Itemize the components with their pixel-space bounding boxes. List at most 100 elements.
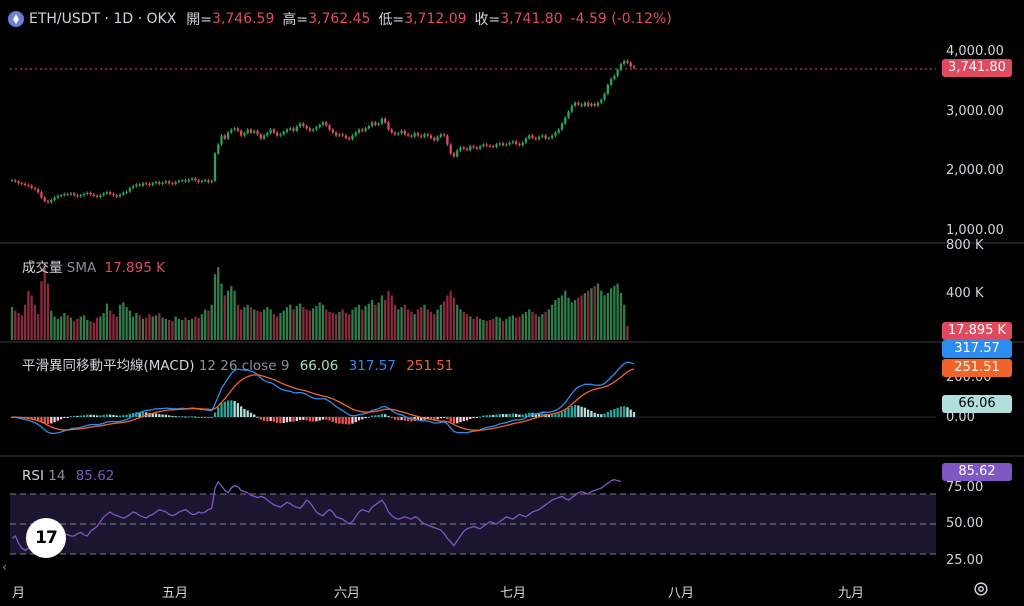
candle [233, 128, 236, 130]
macd-histogram-bar [606, 411, 609, 417]
volume-bar [472, 318, 475, 340]
macd-histogram-bar [167, 415, 171, 417]
macd-histogram-bar [82, 415, 86, 417]
macd-histogram-bar [109, 414, 112, 417]
volume-bar [128, 310, 131, 340]
candle [23, 183, 27, 186]
tradingview-logo-icon[interactable]: 17 [26, 518, 66, 558]
macd-histogram-bar [217, 407, 220, 417]
macd-pane-label[interactable]: 平滑異同移動平均線(MACD) 12 26 close 9 66.06 317.… [22, 354, 453, 374]
macd-histogram-bar [593, 412, 596, 417]
macd-histogram-bar [122, 415, 125, 417]
volume-bar [246, 304, 249, 340]
candle [387, 122, 390, 130]
macd-histogram-bar [43, 417, 46, 424]
candle [276, 132, 279, 136]
macd-histogram-bar [66, 417, 69, 418]
volume-bar [537, 316, 541, 340]
volume-bar [145, 317, 148, 340]
volume-bar [439, 304, 442, 340]
candle [246, 129, 249, 134]
macd-histogram-bar [118, 415, 122, 417]
volume-bar [600, 290, 603, 340]
macd-histogram-bar [619, 406, 623, 417]
candle [174, 182, 177, 184]
candle [505, 144, 508, 146]
macd-histogram-bar [498, 413, 501, 417]
macd-histogram-bar [315, 417, 318, 422]
volume-bar [46, 283, 50, 340]
macd-histogram-bar [348, 417, 351, 425]
candle [253, 130, 256, 133]
volume-bar [570, 302, 573, 340]
macd-histogram-bar [436, 417, 439, 420]
volume-bar [387, 290, 390, 340]
volume-bar [233, 290, 236, 340]
macd-histogram-bar [138, 412, 141, 417]
macd-histogram-bar [590, 410, 593, 417]
volume-bar [547, 309, 551, 340]
macd-histogram-bar [266, 417, 269, 422]
macd-histogram-bar [236, 403, 240, 417]
volume-bar [534, 314, 537, 340]
scroll-left-icon[interactable]: ‹ [2, 560, 7, 574]
candle [315, 127, 318, 130]
macd-histogram-bar [63, 417, 66, 418]
candle [289, 128, 292, 130]
volume-bar [148, 314, 151, 340]
candle [109, 192, 112, 195]
volume-bar [606, 293, 609, 340]
macd-histogram-bar [279, 417, 282, 424]
macd-histogram-bar [125, 414, 128, 417]
candle [131, 186, 135, 189]
macd-histogram-bar [318, 417, 321, 421]
macd-histogram-bar [141, 412, 145, 417]
rsi-pane-label[interactable]: RSI 14 85.62 [22, 468, 114, 484]
volume-bar [596, 283, 600, 340]
candle [295, 126, 298, 131]
x-axis-label: 七月 [500, 586, 527, 601]
candle [420, 135, 423, 137]
candle [619, 63, 623, 70]
macd-histogram-bar [446, 417, 449, 420]
macd-histogram-bar [207, 417, 210, 419]
candle [213, 153, 217, 181]
volume-bar [282, 310, 285, 340]
candle [204, 180, 207, 182]
volume-bar [135, 312, 138, 340]
volume-bar [23, 304, 27, 340]
macd-histogram-bar [50, 417, 53, 424]
candle [20, 183, 23, 185]
volume-bar [174, 316, 177, 340]
candle [102, 193, 105, 196]
macd-histogram-bar [56, 417, 59, 421]
macd-histogram-bar [587, 409, 590, 417]
candle [446, 135, 449, 145]
macd-histogram-bar [40, 417, 43, 423]
candle [325, 122, 328, 126]
rsi-tick: 25.00 [946, 553, 984, 568]
settings-gear-icon[interactable] [972, 580, 990, 598]
candle [374, 122, 377, 125]
candle [626, 60, 629, 63]
volume-bar [380, 295, 384, 340]
low-label: 低= [378, 12, 405, 28]
candle [590, 103, 593, 106]
volume-bar [30, 295, 33, 340]
volume-bar [446, 295, 449, 340]
volume-bar [348, 314, 351, 340]
volume-bar [528, 309, 531, 340]
symbol-title[interactable]: ETH/USDT · 1D · OKX [29, 11, 177, 27]
eth-icon [8, 11, 24, 27]
macd-histogram-bar [177, 416, 181, 418]
volume-tag: 17.895 K [942, 322, 1012, 340]
macd-histogram-bar [397, 417, 400, 421]
volume-pane-label[interactable]: 成交量 SMA 17.895 K [22, 256, 165, 276]
macd-histogram-bar [59, 417, 63, 420]
candle [328, 125, 331, 130]
candle [43, 197, 46, 202]
candle [397, 133, 400, 135]
volume-bar [436, 309, 439, 340]
volume-tick: 800 K [946, 238, 984, 253]
